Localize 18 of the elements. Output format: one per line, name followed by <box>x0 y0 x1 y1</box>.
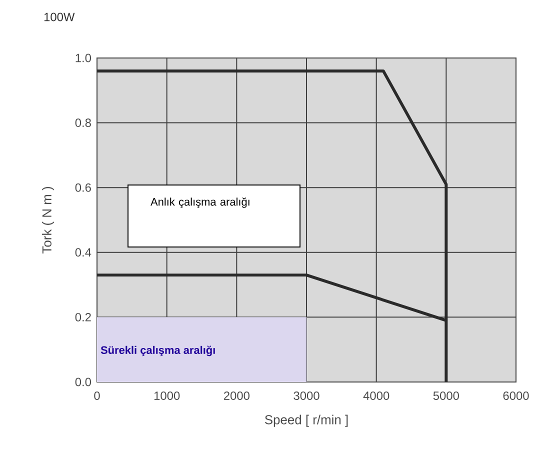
y-axis-title: Tork ( N m ) <box>42 186 54 254</box>
x-tick-label: 5000 <box>433 392 459 400</box>
x-tick-label: 4000 <box>363 392 390 400</box>
annotation: Anlık çalışma aralığı <box>150 198 250 208</box>
y-tick-label: 0.4 <box>75 248 92 257</box>
x-tick-label: 1000 <box>154 392 180 400</box>
x-tick-label: 6000 <box>503 392 529 400</box>
y-tick-label: 0.2 <box>75 312 91 322</box>
y-tick-label: 0.6 <box>75 183 91 192</box>
y-tick-label: 1.0 <box>76 54 92 62</box>
y-tick-label: 0.0 <box>75 378 92 386</box>
annotation: Sürekli çalışma aralığı <box>100 346 215 356</box>
x-tick-label: 2000 <box>224 392 250 400</box>
x-tick-label: 3000 <box>294 392 320 400</box>
x-axis-title: Speed [ r/min ] <box>264 414 348 427</box>
chart-title: 100W <box>44 12 75 22</box>
y-tick-label: 0.8 <box>75 118 91 128</box>
x-tick-label: 0 <box>94 392 100 400</box>
